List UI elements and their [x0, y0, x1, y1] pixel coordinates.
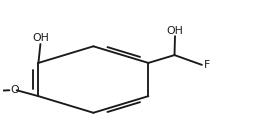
Text: F: F [204, 60, 211, 70]
Text: OH: OH [32, 33, 49, 43]
Text: O: O [10, 85, 19, 95]
Text: OH: OH [167, 26, 183, 36]
